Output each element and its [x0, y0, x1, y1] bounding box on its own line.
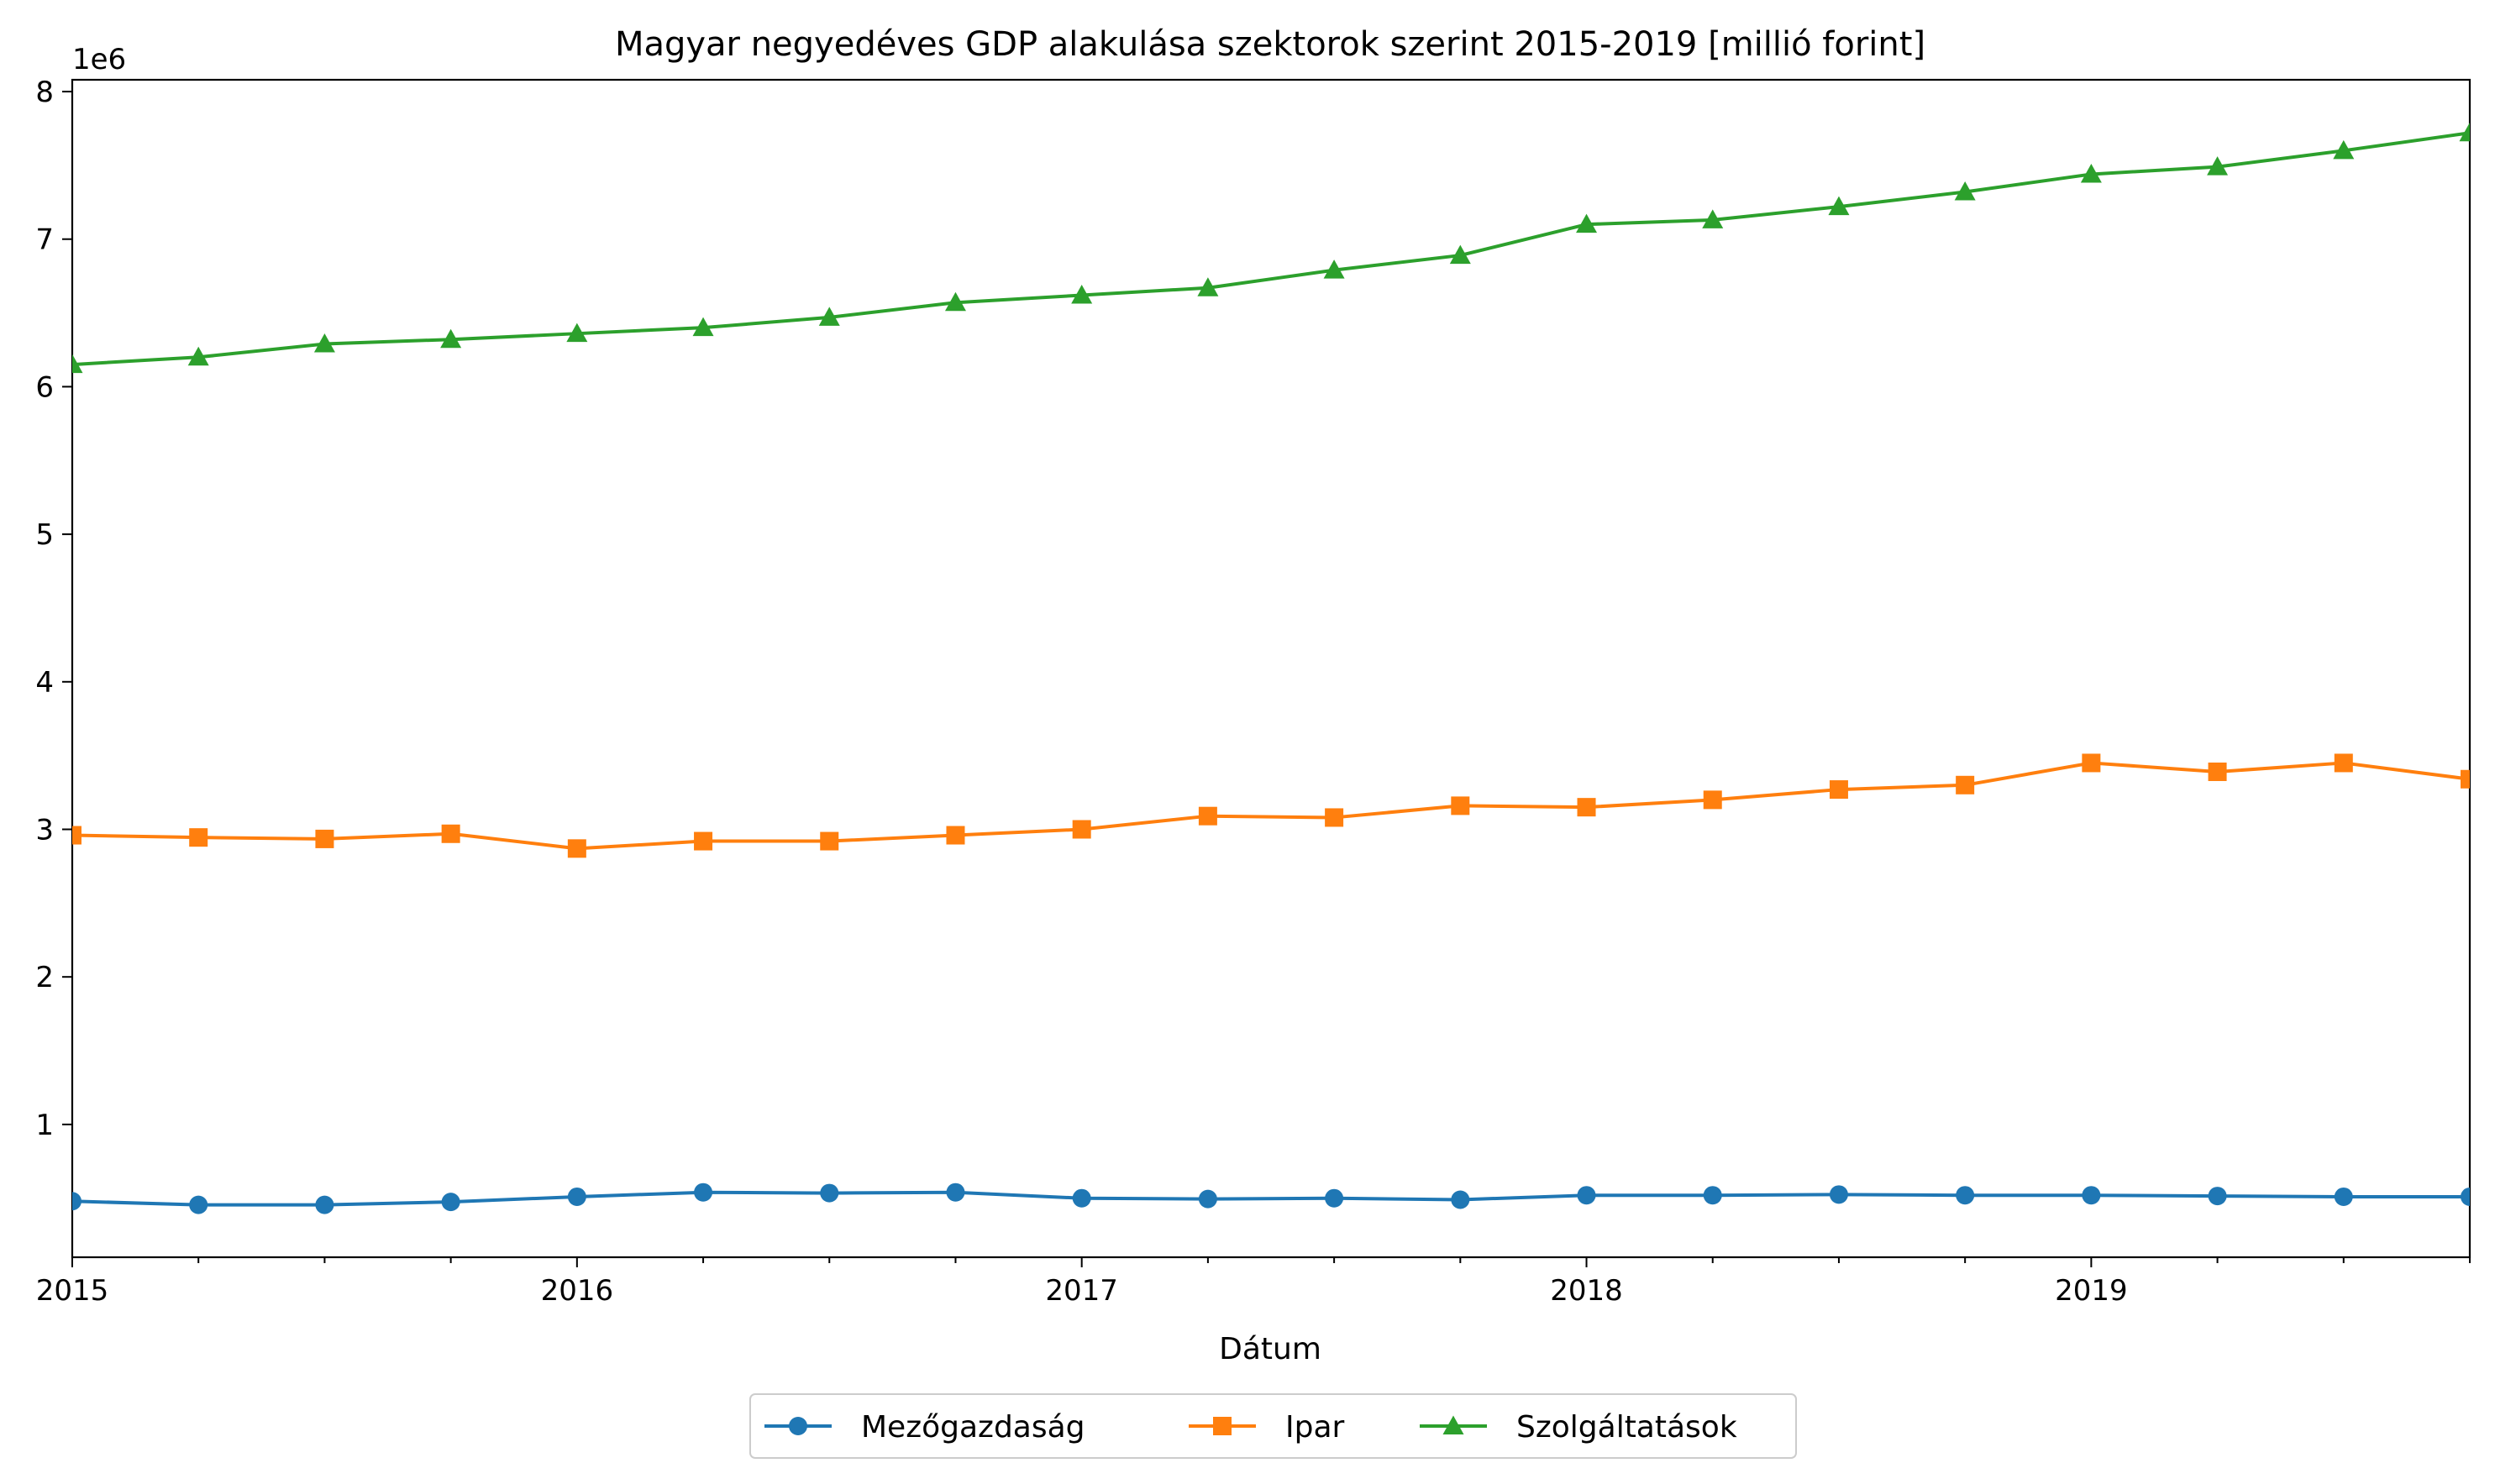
x-axis-label: Dátum: [1219, 1332, 1321, 1366]
series-2-point: [1702, 209, 1724, 228]
legend-box: [749, 1393, 1797, 1459]
series-1-point: [1451, 796, 1470, 815]
series-0-point: [567, 1187, 586, 1206]
legend-label-2: Szolgáltatások: [1516, 1410, 1737, 1445]
series-2-point: [1197, 277, 1219, 296]
series-layer: [72, 122, 2470, 1214]
series-2-point: [1954, 181, 1976, 201]
series-1-point: [1072, 820, 1091, 839]
series-1-point: [820, 831, 839, 851]
x-tick-label: 2019: [2055, 1274, 2128, 1308]
series-2-point: [1323, 260, 1345, 279]
y-tick-label: 5: [35, 518, 54, 552]
series-2-point: [818, 307, 840, 326]
series-1-point: [1577, 798, 1596, 817]
series-2-point: [187, 346, 209, 366]
chart-title: Magyar negyedéves GDP alakulása szektoro…: [615, 25, 1925, 64]
series-2-point: [313, 333, 335, 353]
series-2-point: [566, 322, 588, 343]
y-tick-label: 3: [35, 814, 54, 847]
y-axis-offset-label: 1e6: [72, 43, 126, 76]
plot-frame: [71, 78, 2471, 1259]
series-0-point: [946, 1182, 965, 1202]
series-line-1: [72, 761, 2470, 851]
series-0-point: [1829, 1185, 1848, 1204]
series-2-point: [944, 291, 966, 312]
series-1-point: [946, 826, 965, 845]
series-0-point: [2208, 1187, 2227, 1206]
series-1-point: [72, 826, 81, 845]
series-1-point: [567, 839, 586, 858]
series-1-point: [2334, 753, 2353, 773]
series-2-point: [2080, 163, 2102, 183]
legend-label-1: Ipar: [1285, 1410, 1345, 1445]
series-2-point: [72, 354, 83, 374]
series-0-point: [72, 1192, 81, 1211]
series-2-point: [1071, 285, 1093, 304]
series-0-point: [1072, 1188, 1091, 1208]
series-0-point: [1325, 1188, 1344, 1208]
x-tick-label: 2017: [1045, 1274, 1118, 1308]
series-0-point: [1703, 1186, 1722, 1205]
y-tick-label: 1: [35, 1109, 54, 1142]
series-2-point: [1576, 213, 1598, 233]
x-tick-label: 2015: [36, 1274, 109, 1308]
x-tick-label: 2016: [541, 1274, 614, 1308]
series-0-point: [2461, 1187, 2470, 1206]
series-0-point: [441, 1193, 460, 1212]
series-0-point: [1198, 1189, 1217, 1209]
series-1-point: [1956, 775, 1975, 794]
series-1-point: [1198, 806, 1217, 826]
series-1-point: [2082, 753, 2101, 773]
series-0-point: [694, 1182, 713, 1202]
series-line-0: [72, 1190, 2470, 1207]
y-tick-label: 6: [35, 370, 54, 404]
series-1-point: [1829, 780, 1848, 800]
y-tick-label: 8: [35, 76, 54, 109]
x-tick-label: 2018: [1550, 1274, 1623, 1308]
y-tick-label: 2: [35, 961, 54, 994]
series-1-point: [189, 828, 208, 847]
series-2-point: [440, 328, 462, 349]
series-1-point: [694, 831, 713, 851]
series-2-point: [1449, 244, 1471, 265]
series-2-point: [2333, 139, 2355, 160]
legend-marker-0: [789, 1417, 807, 1435]
series-0-point: [315, 1195, 334, 1214]
series-2-point: [2459, 122, 2470, 142]
series-0-point: [1577, 1186, 1596, 1205]
series-0-point: [1956, 1186, 1975, 1205]
series-2-point: [2207, 156, 2229, 176]
series-1-point: [441, 824, 460, 843]
legend-marker-2: [1442, 1415, 1464, 1434]
y-tick-label: 4: [35, 666, 54, 700]
series-1-point: [315, 829, 334, 848]
series-1-point: [1703, 790, 1722, 810]
series-0-point: [2334, 1187, 2353, 1206]
legend-label-0: Mezőgazdaság: [861, 1410, 1085, 1445]
y-tick-label: 7: [35, 223, 54, 257]
series-2-point: [1828, 196, 1850, 216]
plot-area: 1 2 3 4 5 6 7 8 2015 2016 2017 2018 2019: [35, 76, 2471, 1308]
series-1-point: [2461, 769, 2470, 789]
series-0-point: [189, 1195, 208, 1214]
series-0-point: [1451, 1190, 1470, 1209]
legend-marker-1: [1213, 1417, 1232, 1435]
series-1-point: [1325, 808, 1344, 827]
series-1-point: [2208, 762, 2227, 781]
series-2-point: [692, 317, 714, 337]
series-line-2: [72, 131, 2470, 367]
legend: Mezőgazdaság Ipar Szolgáltatások: [749, 1393, 1797, 1459]
series-0-point: [820, 1183, 839, 1203]
series-0-point: [2082, 1186, 2101, 1205]
